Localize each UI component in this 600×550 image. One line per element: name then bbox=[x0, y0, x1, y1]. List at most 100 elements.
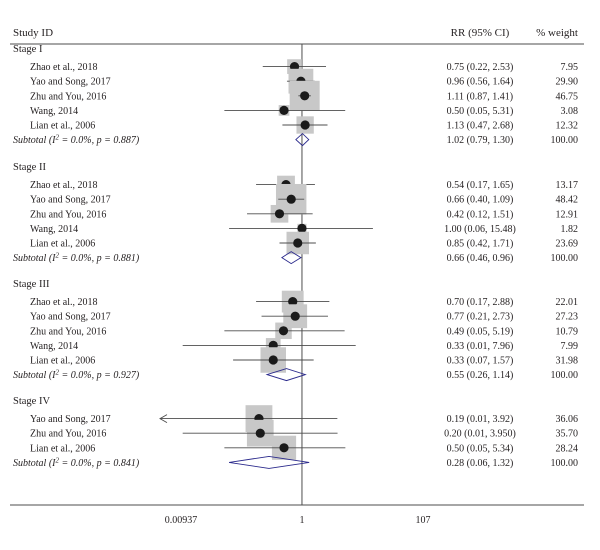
study-weight-text: 1.82 bbox=[561, 224, 579, 235]
study-ci-text: 1.13 (0.47, 2.68) bbox=[447, 121, 514, 132]
subtotal-label: Subtotal (I2 = 0.0%, p = 0.881) bbox=[13, 252, 140, 265]
subtotal-label-main: Subtotal (I bbox=[13, 458, 56, 469]
study-ci-text: 0.33 (0.01, 7.96) bbox=[447, 341, 514, 352]
study-label: Wang, 2014 bbox=[30, 341, 78, 352]
study-label: Yao and Song, 2017 bbox=[30, 195, 111, 206]
subtotal-label-rest: = 0.0%, p = 0.927) bbox=[59, 370, 140, 381]
subtotal-label-rest: = 0.0%, p = 0.881) bbox=[59, 253, 140, 264]
subtotal-label: Subtotal (I2 = 0.0%, p = 0.841) bbox=[13, 456, 140, 469]
study-ci-text: 0.49 (0.05, 5.19) bbox=[447, 326, 514, 337]
subtotal-diamond bbox=[281, 251, 302, 265]
study-column-header: Study ID bbox=[13, 27, 53, 39]
subtotal-label: Subtotal (I2 = 0.0%, p = 0.927) bbox=[13, 369, 140, 382]
study-label: Yao and Song, 2017 bbox=[30, 77, 111, 88]
subtotal-weight-text: 100.00 bbox=[551, 135, 579, 146]
group-header: Stage IV bbox=[13, 396, 50, 407]
study-weight-text: 12.91 bbox=[556, 209, 579, 220]
study-ci-text: 0.66 (0.40, 1.09) bbox=[447, 195, 514, 206]
subtotal-diamond bbox=[229, 455, 310, 469]
point-estimate bbox=[288, 297, 298, 307]
study-weight-text: 31.98 bbox=[556, 356, 579, 367]
point-estimate bbox=[290, 311, 300, 321]
study-label: Zhu and You, 2016 bbox=[30, 326, 106, 337]
study-label: Zhu and You, 2016 bbox=[30, 429, 106, 440]
point-estimate bbox=[274, 209, 285, 219]
subtotal-diamond bbox=[265, 368, 307, 382]
study-label: Wang, 2014 bbox=[30, 106, 78, 117]
study-ci-text: 0.50 (0.05, 5.31) bbox=[447, 106, 514, 117]
point-estimate bbox=[300, 91, 310, 101]
point-estimate bbox=[279, 105, 289, 115]
subtotal-weight-text: 100.00 bbox=[551, 370, 579, 381]
study-weight-text: 36.06 bbox=[556, 414, 579, 425]
study-ci-text: 0.77 (0.21, 2.73) bbox=[447, 312, 514, 323]
study-weight-text: 48.42 bbox=[556, 195, 579, 206]
subtotal-ci-text: 0.28 (0.06, 1.32) bbox=[447, 458, 514, 469]
point-estimate bbox=[279, 443, 289, 453]
study-label: Yao and Song, 2017 bbox=[30, 414, 111, 425]
study-weight-text: 3.08 bbox=[561, 106, 579, 117]
study-ci-text: 0.85 (0.42, 1.71) bbox=[447, 239, 514, 250]
study-ci-text: 1.00 (0.06, 15.48) bbox=[444, 224, 516, 235]
study-label: Lian et al., 2006 bbox=[30, 356, 95, 367]
point-estimate bbox=[278, 326, 289, 336]
point-estimate bbox=[255, 428, 265, 438]
study-ci-text: 0.42 (0.12, 1.51) bbox=[447, 209, 514, 220]
study-label: Lian et al., 2006 bbox=[30, 121, 95, 132]
study-weight-text: 13.17 bbox=[556, 180, 579, 191]
x-tick-label: 107 bbox=[416, 515, 431, 526]
study-weight-text: 35.70 bbox=[556, 429, 579, 440]
subtotal-label-main: Subtotal (I bbox=[13, 253, 56, 264]
study-label: Zhu and You, 2016 bbox=[30, 91, 106, 102]
subtotal-label-superscript: 2 bbox=[56, 252, 60, 260]
subtotal-label: Subtotal (I2 = 0.0%, p = 0.887) bbox=[13, 134, 140, 147]
point-estimate bbox=[286, 194, 296, 204]
ci-arrow bbox=[159, 414, 168, 423]
effect-column-header: RR (95% CI) bbox=[451, 27, 510, 39]
weight-column-header: % weight bbox=[536, 27, 578, 39]
x-tick-label: 0.00937 bbox=[165, 515, 198, 526]
group-header: Stage III bbox=[13, 279, 50, 290]
study-weight-text: 22.01 bbox=[556, 297, 579, 308]
subtotal-label-main: Subtotal (I bbox=[13, 370, 56, 381]
subtotal-label-main: Subtotal (I bbox=[13, 135, 56, 146]
study-label: Zhu and You, 2016 bbox=[30, 209, 106, 220]
study-weight-text: 27.23 bbox=[556, 312, 579, 323]
study-label: Zhao et al., 2018 bbox=[30, 297, 97, 308]
study-ci-text: 1.11 (0.87, 1.41) bbox=[447, 91, 513, 102]
study-weight-text: 12.32 bbox=[556, 121, 579, 132]
subtotal-label-superscript: 2 bbox=[56, 456, 60, 464]
subtotal-label-superscript: 2 bbox=[56, 369, 60, 377]
subtotal-ci-text: 1.02 (0.79, 1.30) bbox=[447, 135, 514, 146]
subtotal-label-superscript: 2 bbox=[56, 134, 60, 142]
study-ci-text: 0.20 (0.01, 3.950) bbox=[444, 429, 516, 440]
study-weight-text: 46.75 bbox=[556, 91, 579, 102]
study-ci-text: 0.70 (0.17, 2.88) bbox=[447, 297, 514, 308]
study-ci-text: 0.96 (0.56, 1.64) bbox=[447, 77, 514, 88]
group-header: Stage II bbox=[13, 162, 46, 173]
study-label: Zhao et al., 2018 bbox=[30, 62, 97, 73]
x-tick-label: 1 bbox=[299, 515, 304, 526]
study-ci-text: 0.50 (0.05, 5.34) bbox=[447, 443, 514, 454]
study-weight-text: 10.79 bbox=[556, 326, 579, 337]
subtotal-weight-text: 100.00 bbox=[551, 253, 579, 264]
study-weight-text: 7.95 bbox=[561, 62, 579, 73]
point-estimate bbox=[268, 355, 278, 365]
point-estimate bbox=[300, 120, 310, 130]
point-estimate bbox=[297, 223, 307, 233]
study-ci-text: 0.54 (0.17, 1.65) bbox=[447, 180, 514, 191]
study-ci-text: 0.75 (0.22, 2.53) bbox=[447, 62, 514, 73]
study-weight-text: 28.24 bbox=[556, 443, 579, 454]
subtotal-label-rest: = 0.0%, p = 0.841) bbox=[59, 458, 140, 469]
subtotal-ci-text: 0.55 (0.26, 1.14) bbox=[447, 370, 514, 381]
study-weight-text: 7.99 bbox=[561, 341, 579, 352]
study-weight-text: 29.90 bbox=[556, 77, 579, 88]
subtotal-ci-text: 0.66 (0.46, 0.96) bbox=[447, 253, 514, 264]
group-header: Stage I bbox=[13, 44, 43, 55]
subtotal-diamond bbox=[295, 132, 310, 147]
subtotal-label-rest: = 0.0%, p = 0.887) bbox=[59, 135, 140, 146]
study-weight-text: 23.69 bbox=[556, 239, 579, 250]
study-label: Wang, 2014 bbox=[30, 224, 78, 235]
subtotal-weight-text: 100.00 bbox=[551, 458, 579, 469]
point-estimate bbox=[293, 238, 303, 248]
